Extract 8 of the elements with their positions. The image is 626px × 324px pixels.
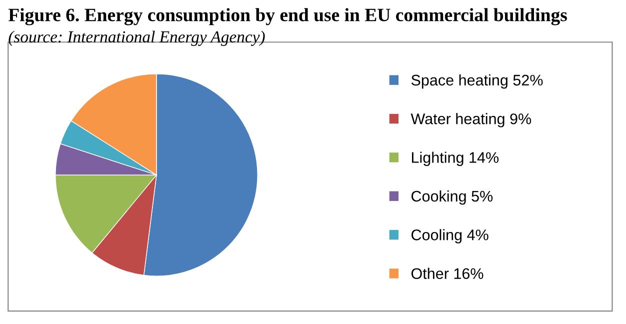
legend-label: Cooling 4% (412, 229, 488, 244)
chart-subtitle: (source: International Energy Agency) (8, 30, 265, 46)
legend-label: Other 16% (411, 268, 484, 280)
legend-label: Water heating 9% (410, 113, 532, 128)
chart-title: Figure 6. Energy consumption by end use in EU commercial buildings (8, 8, 567, 26)
legend-label: Cooking 5% (412, 190, 493, 205)
legend-label: Lighting 14% (412, 152, 499, 166)
legend-label: Space heating 52% (411, 74, 543, 89)
